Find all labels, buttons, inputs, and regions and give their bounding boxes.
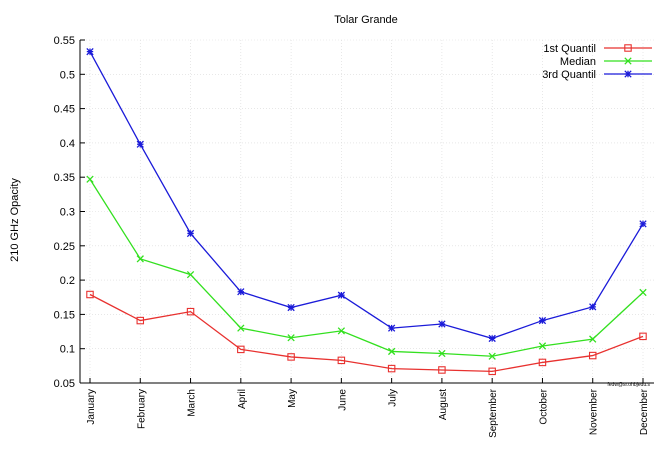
x-tick-label: December	[639, 388, 650, 435]
data-point	[287, 353, 295, 361]
y-tick-label: 0.35	[54, 172, 75, 184]
series-line	[89, 51, 644, 340]
x-tick-label: July	[388, 389, 399, 407]
y-tick-label: 0.25	[54, 241, 75, 253]
data-point	[387, 364, 396, 373]
legend-swatch-marker	[624, 70, 632, 78]
legend-label: 1st Quantil	[543, 43, 596, 55]
x-tick-label: September	[488, 388, 499, 438]
data-point	[237, 345, 245, 354]
data-point	[387, 347, 396, 356]
data-point	[237, 288, 245, 296]
data-point	[136, 255, 144, 263]
x-tick-label: February	[136, 389, 147, 429]
series-line	[89, 178, 644, 357]
data-point	[488, 352, 496, 360]
y-tick-label: 0.15	[54, 309, 75, 321]
y-axis-label: 210 GHz Opacity	[9, 178, 21, 262]
x-tick-label: January	[86, 389, 97, 425]
data-point	[287, 334, 295, 342]
data-point	[287, 303, 295, 312]
data-point	[589, 335, 597, 343]
data-point	[438, 320, 446, 328]
data-point	[86, 48, 94, 56]
data-point	[186, 270, 195, 279]
series-3rd-quantil	[86, 48, 647, 343]
credit-text: fedw@sr.ohbjedu.s	[607, 382, 650, 388]
data-point	[538, 342, 547, 350]
data-point	[136, 140, 144, 148]
series-median	[86, 175, 647, 360]
series-1st-quantil	[86, 290, 647, 376]
data-point	[639, 220, 647, 228]
series-line	[89, 293, 644, 372]
y-tick-label: 0.1	[60, 344, 75, 356]
y-tick-label: 0.45	[54, 104, 75, 116]
x-tick-label: June	[337, 389, 348, 411]
data-point	[186, 229, 195, 238]
data-point	[337, 356, 346, 365]
x-tick-label: May	[287, 389, 298, 408]
data-point	[86, 175, 94, 183]
x-tick-label: August	[438, 389, 449, 420]
y-tick-label: 0.55	[54, 35, 75, 47]
data-point	[639, 288, 647, 297]
y-tick-label: 0.2	[60, 275, 75, 287]
y-tick-label: 0.4	[60, 138, 75, 150]
grid-lines	[80, 39, 654, 384]
data-point	[186, 307, 195, 316]
x-tick-label: November	[589, 388, 600, 435]
data-point	[337, 327, 346, 335]
x-axis-ticks: January February March April May June July Augu…	[86, 378, 650, 438]
x-tick-label: October	[538, 388, 549, 424]
data-point	[86, 290, 94, 299]
data-point	[538, 358, 547, 367]
data-point	[538, 316, 547, 325]
y-tick-label: 0.5	[60, 69, 75, 81]
data-point	[488, 367, 496, 376]
legend-swatch-marker	[624, 44, 632, 52]
y-axis-ticks: 0.05 0.1 0.15 0.2 0.25 0.3 0.35 0.4 0.45 0.5 0.55	[54, 35, 85, 390]
y-tick-label: 0.3	[60, 207, 75, 219]
data-point	[488, 334, 496, 343]
data-point	[387, 324, 396, 332]
data-point	[588, 351, 597, 360]
x-tick-label: March	[187, 389, 198, 417]
data-point	[438, 366, 446, 374]
y-tick-label: 0.05	[54, 378, 75, 390]
data-point	[237, 324, 245, 332]
chart-title: Tolar Grande	[334, 14, 398, 26]
legend-label: 3rd Quantil	[542, 69, 596, 81]
data-point	[136, 316, 145, 325]
legend-swatch-marker	[624, 57, 632, 65]
x-tick-label: April	[237, 389, 248, 409]
data-point	[438, 349, 446, 358]
data-point	[639, 332, 647, 341]
data-point	[589, 303, 597, 311]
data-point	[337, 291, 346, 299]
series-layer	[86, 48, 647, 376]
legend-label: Median	[560, 56, 596, 68]
